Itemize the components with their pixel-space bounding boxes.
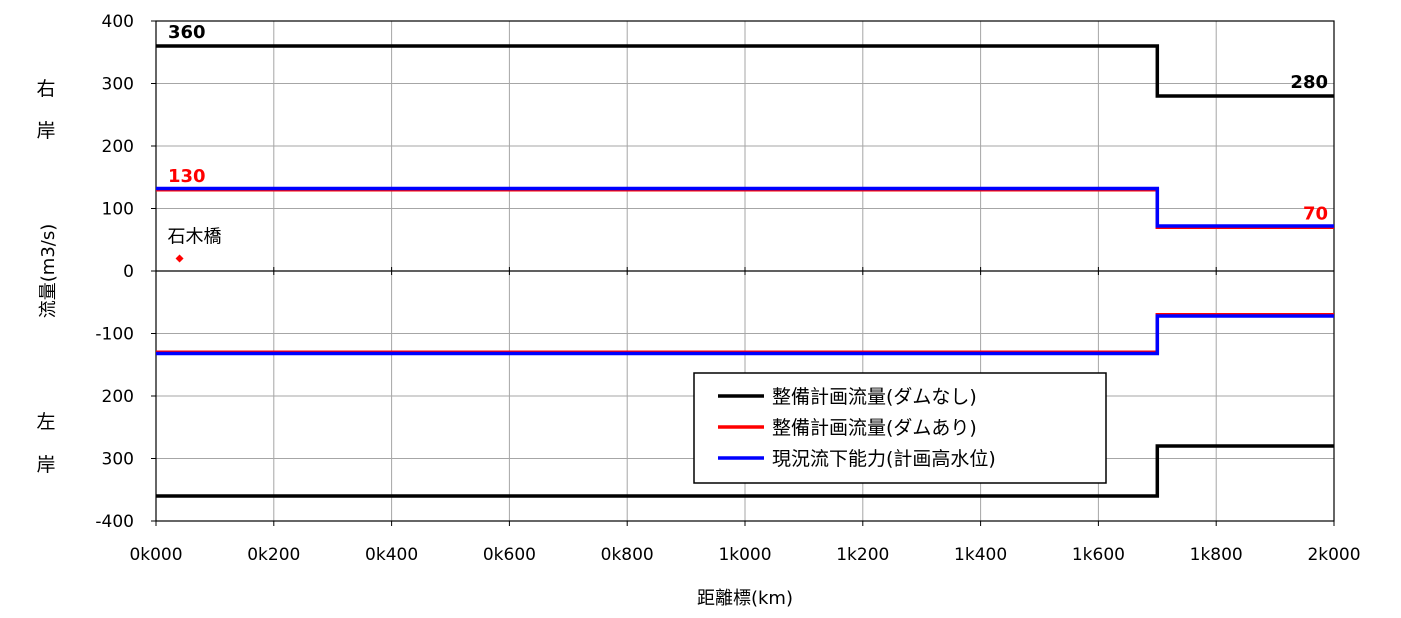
series-line-0 <box>156 44 1334 98</box>
legend-label-2: 現況流下能力(計画高水位) <box>772 448 996 470</box>
x-tick-label: 1k800 <box>1190 545 1243 565</box>
x-tick-label: 0k000 <box>129 545 182 565</box>
x-tick-label: 1k200 <box>836 545 889 565</box>
right-bank-label-1: 右 <box>36 78 55 100</box>
y-tick-label: -400 <box>95 512 134 532</box>
y-axis-title: 流量(m3/s) <box>38 224 59 318</box>
y-tick-label: 200 <box>102 137 134 157</box>
y-tick-label: 100 <box>102 200 134 220</box>
x-tick-label: 0k800 <box>601 545 654 565</box>
value-label: 70 <box>1303 203 1328 224</box>
legend-label-1: 整備計画流量(ダムあり) <box>772 417 977 439</box>
value-label: 130 <box>168 166 206 187</box>
x-tick-label: 1k000 <box>718 545 771 565</box>
x-tick-label: 0k200 <box>247 545 300 565</box>
point-marker <box>175 254 184 263</box>
value-label: 360 <box>168 22 206 43</box>
point-marker-label: 石木橋 <box>168 227 222 248</box>
legend-label-0: 整備計画流量(ダムなし) <box>772 386 977 408</box>
left-bank-label-2: 岸 <box>36 454 55 476</box>
y-tick-label: 400 <box>102 12 134 32</box>
series-line-1 <box>156 444 1334 498</box>
x-axis-title: 距離標(km) <box>697 588 793 609</box>
y-tick-label: 200 <box>102 387 134 407</box>
x-tick-label: 0k400 <box>365 545 418 565</box>
y-tick-label: -100 <box>95 325 134 345</box>
left-bank-label-1: 左 <box>36 411 55 433</box>
value-label: 280 <box>1290 72 1328 93</box>
x-tick-label: 1k600 <box>1072 545 1125 565</box>
x-tick-label: 1k400 <box>954 545 1007 565</box>
series-line-5 <box>156 314 1334 356</box>
series-line-4 <box>156 186 1334 228</box>
x-tick-label: 0k600 <box>483 545 536 565</box>
y-tick-label: 0 <box>123 262 134 282</box>
y-tick-label: 300 <box>102 75 134 95</box>
y-tick-label: 300 <box>102 450 134 470</box>
right-bank-label-2: 岸 <box>36 120 55 142</box>
x-tick-label: 2k000 <box>1307 545 1360 565</box>
